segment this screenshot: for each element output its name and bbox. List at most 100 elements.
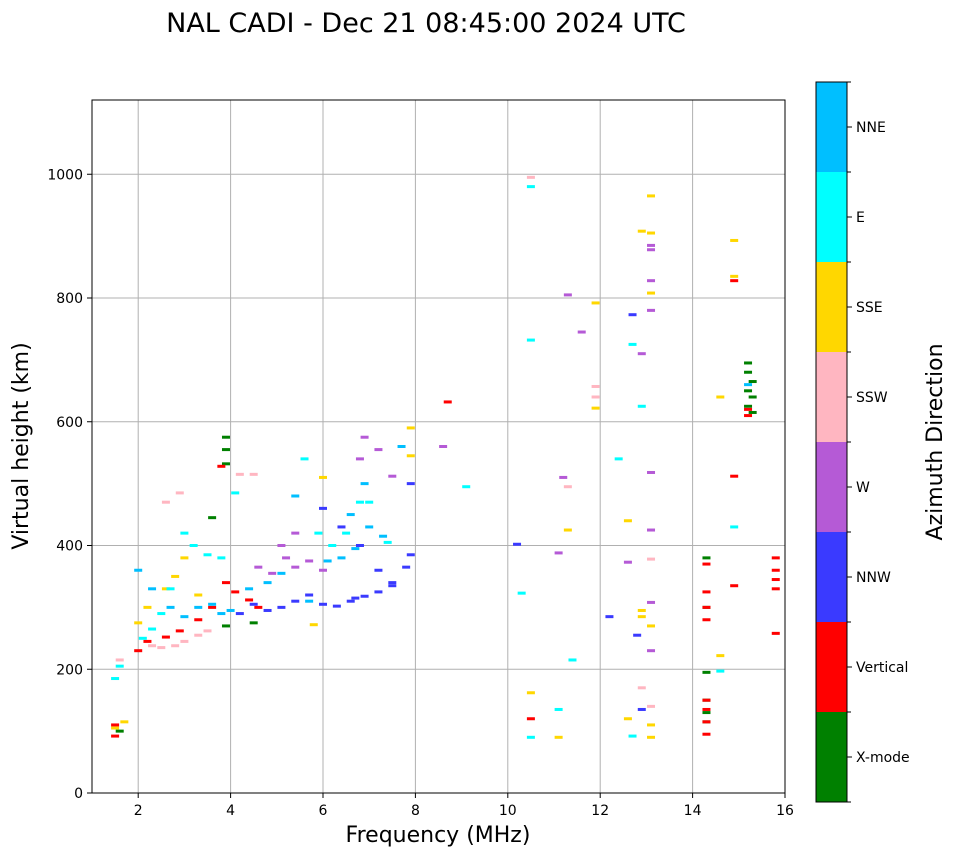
data-point <box>356 544 364 547</box>
data-point <box>749 396 757 399</box>
data-point <box>291 495 299 498</box>
series-e <box>111 185 738 739</box>
data-point <box>194 634 202 637</box>
data-point <box>208 516 216 519</box>
data-point <box>305 600 313 603</box>
data-point <box>555 551 563 554</box>
data-point <box>638 686 646 689</box>
data-point <box>180 640 188 643</box>
data-point <box>578 331 586 334</box>
data-point <box>744 405 752 408</box>
colorbar-label: Azimuth Direction <box>923 343 948 540</box>
data-point <box>143 606 151 609</box>
x-tick-label: 8 <box>411 803 420 819</box>
data-point <box>407 482 415 485</box>
data-point <box>407 454 415 457</box>
data-point <box>568 658 576 661</box>
data-point <box>374 569 382 572</box>
data-point <box>398 445 406 448</box>
data-point <box>730 525 738 528</box>
data-point <box>647 471 655 474</box>
data-point <box>245 587 253 590</box>
data-point <box>264 581 272 584</box>
y-tick-label: 800 <box>56 291 83 307</box>
data-point <box>702 699 710 702</box>
data-point <box>217 612 225 615</box>
y-tick-label: 200 <box>56 662 83 678</box>
data-point <box>647 649 655 652</box>
data-point <box>615 457 623 460</box>
data-point <box>592 407 600 410</box>
data-point <box>647 529 655 532</box>
data-point <box>716 396 724 399</box>
data-point <box>291 532 299 535</box>
series-w <box>254 244 655 652</box>
data-point <box>702 618 710 621</box>
data-point <box>772 569 780 572</box>
data-point <box>647 244 655 247</box>
data-point <box>702 733 710 736</box>
colorbar-tick-label: E <box>856 210 865 226</box>
data-point <box>208 603 216 606</box>
data-point <box>217 465 225 468</box>
data-point <box>527 185 535 188</box>
data-point <box>324 559 332 562</box>
data-point <box>319 569 327 572</box>
data-point <box>134 569 142 572</box>
data-point <box>337 556 345 559</box>
data-point <box>513 543 521 546</box>
data-point <box>730 275 738 278</box>
data-point <box>333 605 341 608</box>
data-point <box>402 566 410 569</box>
data-point <box>559 476 567 479</box>
data-point <box>702 606 710 609</box>
colorbar-segment <box>816 442 847 532</box>
data-point <box>374 448 382 451</box>
data-point <box>342 532 350 535</box>
data-point <box>744 383 752 386</box>
data-point <box>314 532 322 535</box>
data-point <box>592 385 600 388</box>
colorbar-tick-label: SSW <box>856 390 888 406</box>
data-point <box>638 609 646 612</box>
data-point <box>231 590 239 593</box>
y-tick-label: 1000 <box>47 167 83 183</box>
data-point <box>162 636 170 639</box>
data-point <box>254 606 262 609</box>
colorbar-segment <box>816 712 847 802</box>
data-point <box>157 612 165 615</box>
data-point <box>633 634 641 637</box>
data-point <box>222 436 230 439</box>
data-point <box>527 717 535 720</box>
x-tick-label: 16 <box>776 803 794 819</box>
data-point <box>180 615 188 618</box>
data-point <box>157 646 165 649</box>
x-tick-label: 4 <box>226 803 235 819</box>
data-point <box>116 658 124 661</box>
data-point <box>638 708 646 711</box>
data-point <box>527 736 535 739</box>
data-point <box>351 547 359 550</box>
data-point <box>176 629 184 632</box>
data-point <box>647 723 655 726</box>
data-point <box>282 556 290 559</box>
data-point <box>365 525 373 528</box>
data-point <box>744 414 752 417</box>
data-point <box>702 563 710 566</box>
data-point <box>772 632 780 635</box>
y-tick-label: 400 <box>56 539 83 555</box>
data-point <box>305 559 313 562</box>
data-point <box>730 584 738 587</box>
data-point <box>176 491 184 494</box>
colorbar-tick-label: SSE <box>856 300 883 316</box>
data-point <box>291 600 299 603</box>
data-point <box>190 544 198 547</box>
data-point <box>772 578 780 581</box>
data-point <box>310 623 318 626</box>
data-point <box>647 624 655 627</box>
data-point <box>236 612 244 615</box>
data-point <box>638 230 646 233</box>
colorbar-segment <box>816 172 847 262</box>
data-point <box>171 575 179 578</box>
data-point <box>744 371 752 374</box>
